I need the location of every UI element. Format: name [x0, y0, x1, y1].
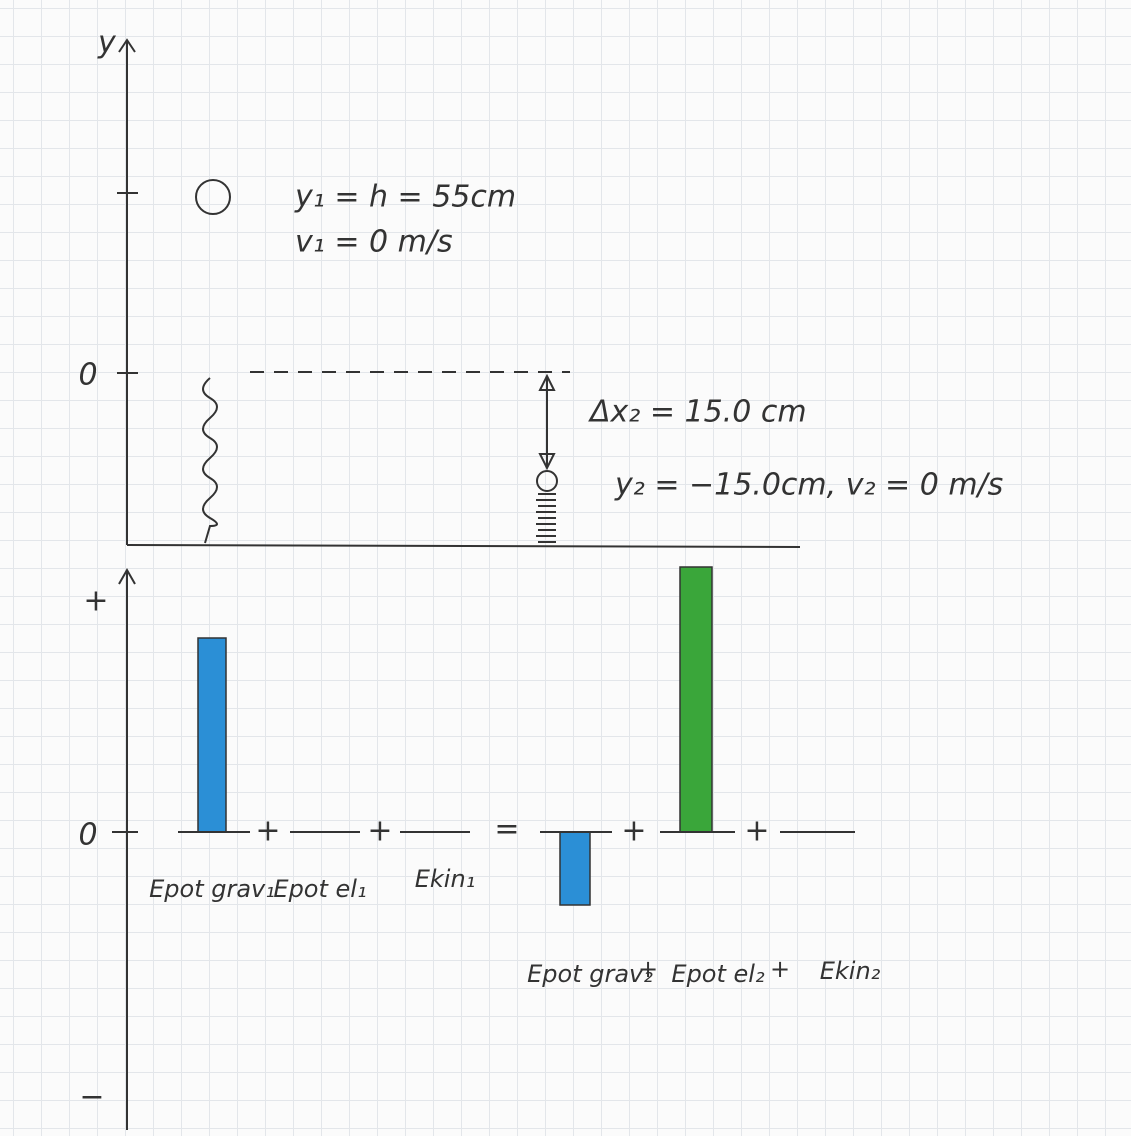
operator: + [367, 814, 392, 849]
ground [127, 545, 800, 547]
y-axis-label: y [97, 26, 117, 61]
term-label: Epot el₂ [671, 960, 765, 988]
state1-height: y₁ = h = 55cm [294, 180, 516, 215]
operator: = [494, 812, 519, 847]
bar-epot-grav2 [560, 832, 590, 905]
y-zero-label: 0 [78, 358, 97, 393]
state2-position: y₂ = −15.0cm, v₂ = 0 m/s [614, 468, 1003, 503]
bar-epot-grav1 [198, 638, 226, 832]
term-label: Epot grav₂ [527, 960, 653, 988]
compression-label: Δx₂ = 15.0 cm [588, 395, 807, 430]
energy-minus: − [79, 1080, 104, 1115]
term-label: Epot grav₁ [149, 875, 275, 903]
term-label: Ekin₂ [820, 957, 881, 985]
diagram: y 0 y₁ = h = 55cm v₁ = 0 m/s Δx₂ = 15.0 … [0, 0, 1131, 1136]
term-label: Ekin₁ [415, 865, 476, 893]
term-operator: + [770, 955, 790, 983]
operator: + [255, 814, 280, 849]
bar-epot-el2 [680, 567, 712, 832]
state1-velocity: v₁ = 0 m/s [295, 225, 453, 260]
spring-relaxed [203, 378, 217, 543]
operator: + [744, 814, 769, 849]
energy-zero: 0 [78, 818, 97, 853]
ball-end [537, 471, 557, 491]
term-label: Epot el₁ [273, 875, 366, 903]
spring-compressed [536, 494, 556, 542]
term-operator: + [638, 955, 658, 983]
energy-plus: + [83, 584, 108, 619]
ball-start [196, 180, 230, 214]
operator: + [621, 814, 646, 849]
page: y 0 y₁ = h = 55cm v₁ = 0 m/s Δx₂ = 15.0 … [0, 0, 1131, 1136]
